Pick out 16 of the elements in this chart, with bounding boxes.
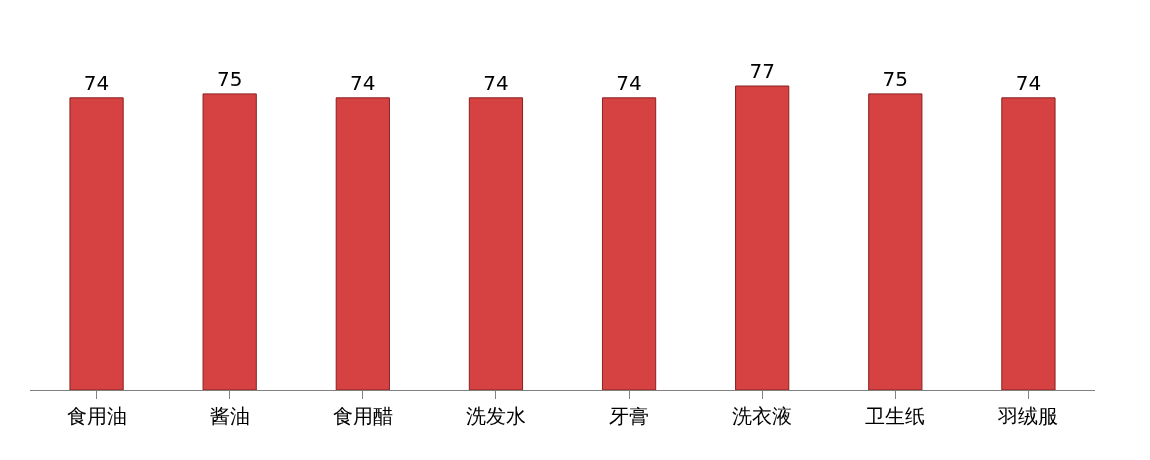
data-label: 75 — [882, 66, 909, 91]
data-label: 75 — [216, 66, 243, 91]
x-tick-label: 洗衣液 — [732, 404, 793, 428]
x-tick-label: 食用油 — [66, 404, 127, 428]
data-label: 74 — [83, 70, 110, 95]
x-tick-label: 羽绒服 — [997, 404, 1059, 428]
x-tick-label: 牙膏 — [609, 404, 650, 428]
data-label: 74 — [483, 70, 509, 95]
data-label: 74 — [616, 70, 642, 95]
x-tick-label: 食用醋 — [332, 404, 393, 428]
data-label: 74 — [350, 70, 376, 95]
x-tick-label: 酱油 — [209, 404, 250, 428]
data-label: 74 — [1015, 70, 1042, 95]
data-label: 77 — [749, 59, 775, 83]
x-tick-label: 洗发水 — [465, 404, 526, 428]
x-tick-label: 卫生纸 — [865, 404, 926, 428]
